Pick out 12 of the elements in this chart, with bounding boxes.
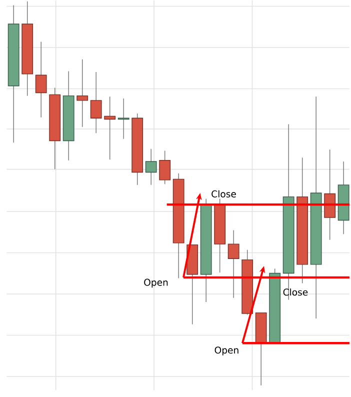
annotation: Open — [215, 346, 239, 356]
annotation: Close — [284, 288, 308, 296]
annotation: Close — [212, 190, 236, 198]
annotation: Open — [144, 278, 168, 288]
candlestick — [76, 59, 88, 128]
candlestick — [90, 72, 102, 134]
candlestick — [228, 230, 240, 298]
candlestick — [146, 148, 158, 186]
candlestick — [324, 149, 336, 240]
candlestick — [159, 150, 171, 184]
candlestick — [36, 41, 48, 118]
candlestick — [104, 96, 116, 160]
